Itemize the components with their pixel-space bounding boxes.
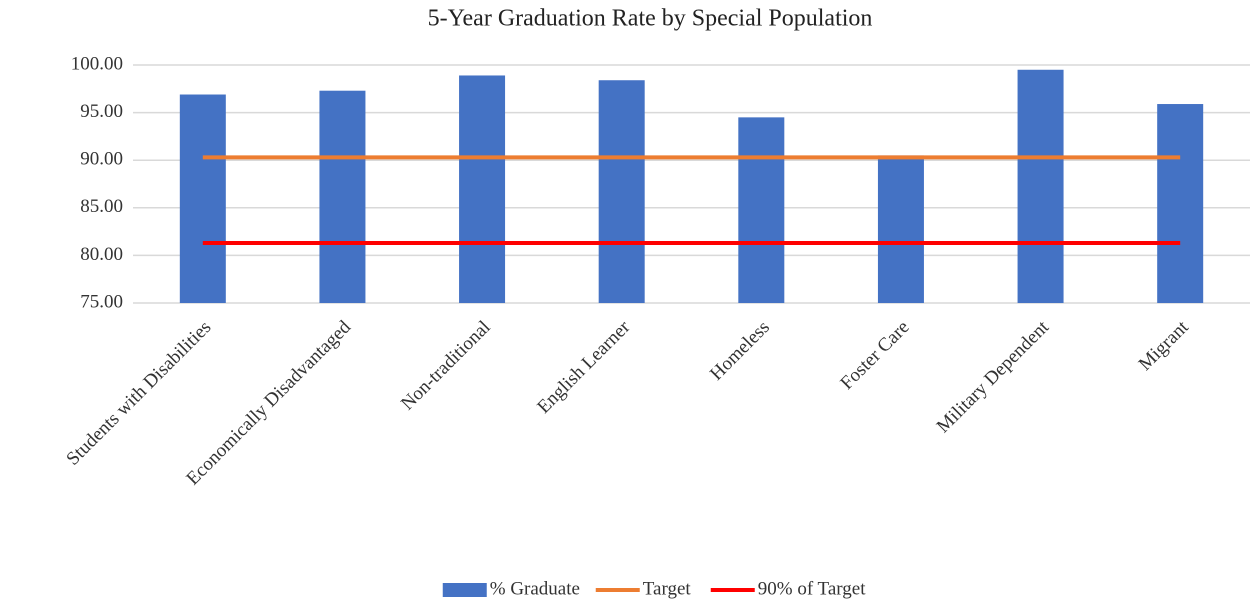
legend-label: Target — [643, 578, 692, 599]
x-tick-label: Economically Disadvantaged — [182, 316, 355, 489]
y-tick-label: 95.00 — [80, 101, 123, 122]
y-tick-label: 85.00 — [80, 196, 123, 217]
bar — [598, 80, 645, 304]
x-tick-label: Migrant — [1135, 316, 1194, 375]
bar — [877, 155, 924, 303]
y-tick-label: 80.00 — [80, 244, 123, 265]
x-tick-label: English Learner — [533, 316, 634, 417]
y-tick-label: 100.00 — [71, 53, 123, 74]
bar — [1157, 104, 1204, 303]
y-tick-label: 90.00 — [80, 149, 123, 170]
legend-label: 90% of Target — [758, 578, 866, 599]
y-tick-label: 75.00 — [80, 291, 123, 312]
x-tick-label: Foster Care — [836, 317, 913, 394]
bar — [738, 117, 785, 303]
legend-swatch — [442, 583, 487, 597]
x-tick-label: Homeless — [706, 317, 774, 385]
bar — [1017, 69, 1064, 303]
x-tick-label: Students with Disabilities — [62, 317, 215, 470]
bar — [459, 75, 506, 303]
x-tick-label: Military Dependent — [933, 316, 1054, 437]
x-tick-label: Non-traditional — [397, 317, 495, 415]
legend-label: % Graduate — [490, 578, 580, 599]
bar — [319, 90, 366, 303]
chart-title: 5-Year Graduation Rate by Special Popula… — [428, 6, 873, 32]
bar — [179, 94, 226, 304]
